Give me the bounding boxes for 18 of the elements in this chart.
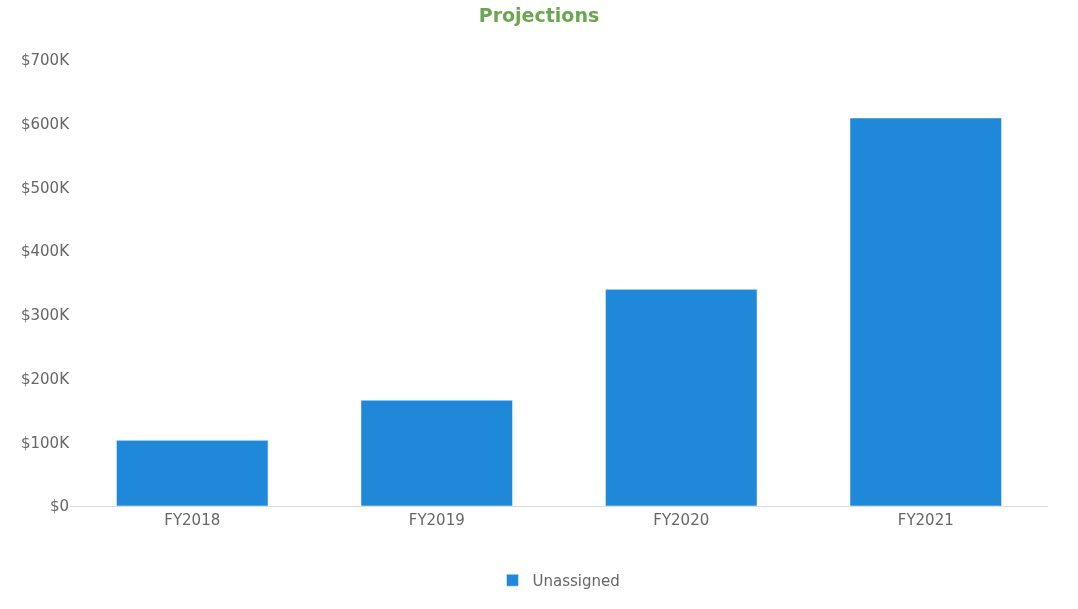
y-tick-label: $200K xyxy=(20,369,71,388)
y-tick-label: $300K xyxy=(20,306,71,325)
y-tick-label: $400K xyxy=(20,242,71,261)
bar xyxy=(116,440,269,506)
y-tick-label: $100K xyxy=(20,433,71,452)
bar xyxy=(360,399,513,506)
x-tick-label: FY2019 xyxy=(408,511,465,529)
y-tick-label: $700K xyxy=(20,51,71,70)
x-tick-label: FY2021 xyxy=(897,511,954,529)
bar xyxy=(605,289,758,506)
bar xyxy=(849,117,1002,506)
y-tick-label: $0 xyxy=(49,497,69,516)
x-tick-label: FY2020 xyxy=(653,511,710,529)
x-tick-label: FY2018 xyxy=(164,511,221,529)
y-tick-label: $500K xyxy=(20,178,71,197)
y-tick-label: $600K xyxy=(20,114,71,133)
chart-title: Projections xyxy=(478,4,600,27)
legend-label: Unassigned xyxy=(532,572,620,591)
